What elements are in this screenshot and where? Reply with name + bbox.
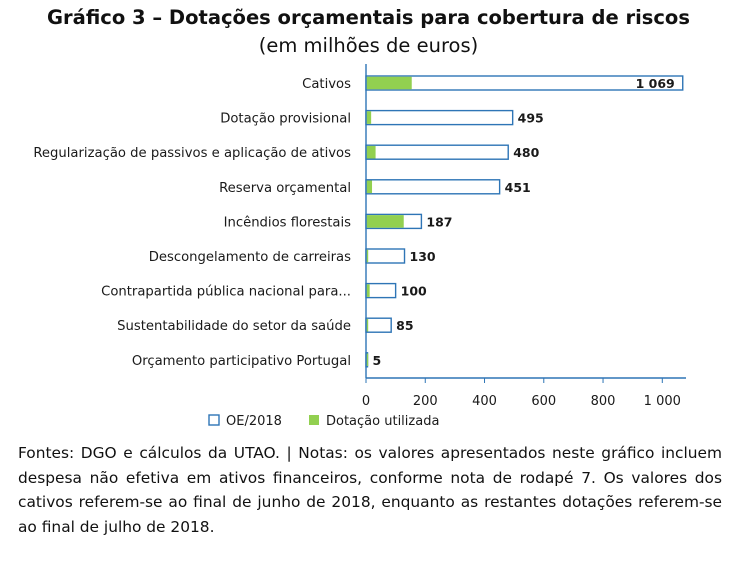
data-label: 85 <box>396 318 413 333</box>
horizontal-bar-chart: Cativos 1 069 Dotação provisional 495 Regula… <box>0 0 737 440</box>
bar-oe2018 <box>366 145 508 159</box>
bar-oe2018 <box>366 111 513 125</box>
x-tick-label: 1 000 <box>644 394 681 409</box>
chart-footnote: Fontes: DGO e cálculos da UTAO. | Notas:… <box>18 441 722 539</box>
legend-swatch-oe2018 <box>209 415 219 425</box>
data-label: 5 <box>373 353 382 368</box>
category-label: Incêndios florestais <box>224 214 352 230</box>
x-tick-label: 800 <box>591 394 616 409</box>
data-label: 187 <box>426 214 452 229</box>
category-label: Contrapartida pública nacional para... <box>101 284 351 300</box>
bar-dotacao-utilizada <box>367 146 376 159</box>
bar-oe2018 <box>366 180 500 194</box>
x-tick-label: 0 <box>362 394 370 409</box>
data-label: 130 <box>410 249 436 264</box>
bar-dotacao-utilizada <box>367 77 412 90</box>
legend-label-dotacao-utilizada: Dotação utilizada <box>326 414 439 429</box>
category-label: Dotação provisional <box>220 112 351 127</box>
category-label: Reserva orçamental <box>219 181 351 196</box>
data-label: 1 069 <box>636 76 675 91</box>
legend-swatch-dotacao-utilizada <box>309 415 319 425</box>
bar-dotacao-utilizada <box>367 319 369 332</box>
category-label: Regularização de passivos e aplicação de… <box>33 146 351 161</box>
data-label: 451 <box>505 180 531 195</box>
category-label: Orçamento participativo Portugal <box>132 354 351 369</box>
data-label: 495 <box>518 111 544 126</box>
bar-dotacao-utilizada <box>367 250 369 263</box>
bar-oe2018 <box>366 318 391 332</box>
category-label: Cativos <box>302 77 351 92</box>
category-label: Sustentabilidade do setor da saúde <box>117 318 351 334</box>
x-tick-label: 600 <box>531 394 556 409</box>
x-tick-label: 400 <box>472 394 497 409</box>
legend-label-oe2018: OE/2018 <box>226 414 282 429</box>
bar-dotacao-utilizada <box>367 284 370 297</box>
x-tick-label: 200 <box>413 394 438 409</box>
bar-oe2018 <box>366 284 396 298</box>
category-label: Descongelamento de carreiras <box>149 250 351 265</box>
data-label: 480 <box>513 145 539 160</box>
bar-dotacao-utilizada <box>367 111 371 124</box>
bar-oe2018 <box>366 249 405 263</box>
bar-dotacao-utilizada <box>367 181 372 194</box>
bar-dotacao-utilizada <box>367 354 369 367</box>
data-label: 100 <box>401 284 427 299</box>
bar-dotacao-utilizada <box>367 215 404 228</box>
